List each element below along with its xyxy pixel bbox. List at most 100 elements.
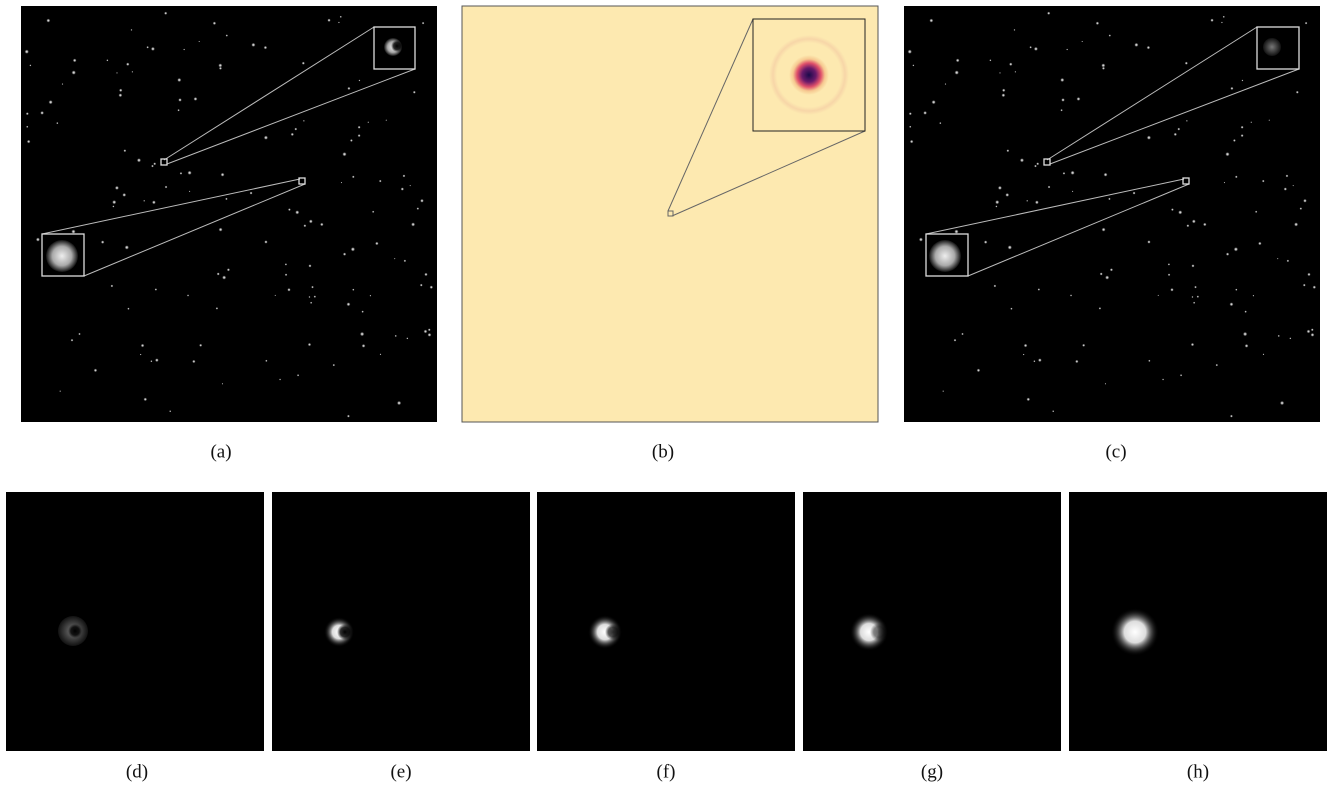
- star: [251, 43, 256, 48]
- star: [141, 344, 145, 348]
- star: [420, 284, 423, 287]
- star: [352, 175, 355, 178]
- star: [1102, 67, 1105, 70]
- star: [1223, 16, 1225, 18]
- star: [40, 111, 44, 115]
- blob-shadow: [68, 624, 82, 638]
- star: [143, 397, 147, 401]
- star: [152, 200, 156, 204]
- star: [989, 59, 991, 61]
- star: [1147, 135, 1152, 140]
- star: [119, 88, 123, 92]
- star: [177, 109, 180, 112]
- caption: (h): [1187, 761, 1209, 782]
- star: [1062, 172, 1065, 175]
- star: [1245, 344, 1249, 348]
- star: [308, 296, 310, 298]
- star: [56, 122, 58, 124]
- star: [1103, 173, 1107, 177]
- star: [303, 120, 305, 122]
- star: [24, 49, 29, 54]
- star: [1230, 415, 1233, 418]
- star: [26, 112, 29, 115]
- star: [1100, 272, 1103, 275]
- star: [1002, 88, 1006, 92]
- star: [112, 205, 114, 207]
- star: [919, 237, 923, 241]
- star: [1196, 295, 1199, 298]
- star: [62, 83, 64, 85]
- star: [118, 93, 122, 97]
- star: [227, 268, 230, 271]
- star: [137, 158, 142, 163]
- star: [217, 272, 220, 275]
- star: [1243, 332, 1248, 337]
- star: [1296, 91, 1299, 94]
- star: [151, 47, 155, 51]
- star: [310, 302, 313, 305]
- star: [1312, 285, 1316, 289]
- star: [1186, 224, 1189, 227]
- star: [187, 171, 192, 176]
- panel-d: [6, 492, 264, 751]
- star: [1303, 199, 1307, 203]
- star: [48, 100, 53, 105]
- star: [146, 46, 149, 49]
- star: [1299, 207, 1302, 210]
- star: [1241, 79, 1243, 81]
- star: [213, 21, 217, 25]
- star: [320, 223, 324, 227]
- star: [1258, 242, 1262, 246]
- star: [1157, 295, 1159, 297]
- star: [27, 140, 31, 144]
- star: [909, 126, 911, 128]
- star: [1048, 186, 1051, 189]
- star: [907, 49, 912, 54]
- star: [1007, 245, 1012, 250]
- star: [1303, 284, 1306, 287]
- star: [351, 247, 356, 252]
- star: [1105, 383, 1107, 385]
- star: [1033, 360, 1035, 362]
- star: [36, 237, 40, 241]
- star: [222, 383, 224, 385]
- star: [1221, 21, 1223, 23]
- star: [73, 58, 77, 62]
- star: [379, 180, 382, 183]
- star: [1230, 87, 1233, 90]
- star: [923, 111, 927, 115]
- star: [347, 87, 350, 90]
- star: [1225, 152, 1230, 157]
- star: [1194, 286, 1197, 289]
- star: [1082, 344, 1085, 347]
- star: [110, 284, 113, 287]
- star: [350, 139, 353, 142]
- star: [1038, 358, 1042, 362]
- star: [1186, 120, 1188, 122]
- star: [199, 344, 202, 347]
- star: [361, 310, 364, 313]
- star: [155, 358, 159, 362]
- blob-shadow: [870, 623, 888, 641]
- star: [395, 335, 397, 337]
- star: [341, 182, 343, 184]
- star: [189, 190, 191, 192]
- star: [977, 368, 981, 372]
- star: [1262, 180, 1265, 183]
- caption: (g): [921, 761, 943, 782]
- star: [112, 200, 117, 205]
- star: [295, 210, 300, 215]
- star: [385, 119, 387, 121]
- star: [106, 59, 108, 61]
- blob-shadow: [337, 624, 353, 640]
- star: [338, 21, 340, 23]
- caption: (d): [126, 761, 148, 782]
- star: [225, 34, 228, 37]
- star: [179, 172, 182, 175]
- star: [1034, 165, 1037, 168]
- star: [1035, 200, 1039, 204]
- star: [155, 288, 158, 291]
- star: [70, 339, 73, 342]
- star: [123, 149, 126, 152]
- panel-e: [272, 492, 530, 751]
